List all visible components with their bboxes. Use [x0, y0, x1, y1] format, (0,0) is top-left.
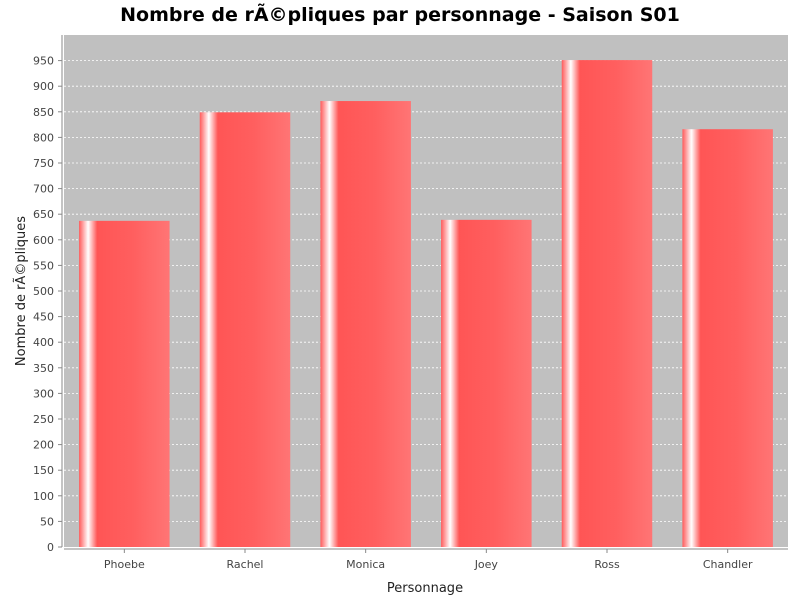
- y-tick-label: 250: [33, 413, 54, 426]
- x-tick-label: Joey: [474, 558, 499, 571]
- bar: [441, 219, 532, 547]
- x-axis-label: Personnage: [387, 581, 463, 596]
- y-tick-label: 150: [33, 464, 54, 477]
- y-tick-label: 950: [33, 55, 54, 68]
- y-axis-ticks: 0 50 100 150 200 250 300 350 400 450 500 550 600 650 7…: [33, 55, 62, 554]
- x-tick-label: Monica: [346, 558, 385, 571]
- bar: [199, 112, 291, 547]
- y-tick-label: 50: [40, 515, 54, 528]
- y-tick-label: 300: [33, 387, 54, 400]
- y-tick-label: 500: [33, 285, 54, 298]
- y-tick-label: 900: [33, 80, 54, 93]
- bar: [561, 60, 653, 547]
- y-tick-label: 600: [33, 234, 54, 247]
- y-tick-label: 450: [33, 311, 54, 324]
- bars: [79, 60, 773, 547]
- x-tick-label: Ross: [594, 558, 620, 571]
- x-tick-label: Phoebe: [104, 558, 145, 571]
- y-tick-label: 200: [33, 439, 54, 452]
- x-axis-ticks: Phoebe Rachel Monica Joey Ross Chandler: [104, 549, 753, 571]
- y-tick-label: 850: [33, 106, 54, 119]
- y-tick-label: 750: [33, 157, 54, 170]
- y-tick-label: 400: [33, 336, 54, 349]
- gridlines: [64, 60, 788, 522]
- bar: [320, 101, 411, 547]
- bar: [79, 220, 170, 547]
- y-tick-label: 700: [33, 183, 54, 196]
- y-tick-label: 100: [33, 490, 54, 503]
- y-tick-label: 650: [33, 208, 54, 221]
- y-tick-label: 0: [47, 541, 54, 554]
- bar: [682, 129, 773, 547]
- x-tick-label: Rachel: [227, 558, 264, 571]
- y-axis-label: Nombre de rÃ©pliques: [13, 216, 29, 366]
- x-tick-label: Chandler: [703, 558, 753, 571]
- y-tick-label: 550: [33, 259, 54, 272]
- chart-title: Nombre de rÃ©pliques par personnage - Sa…: [120, 2, 680, 26]
- y-tick-label: 350: [33, 362, 54, 375]
- y-tick-label: 800: [33, 131, 54, 144]
